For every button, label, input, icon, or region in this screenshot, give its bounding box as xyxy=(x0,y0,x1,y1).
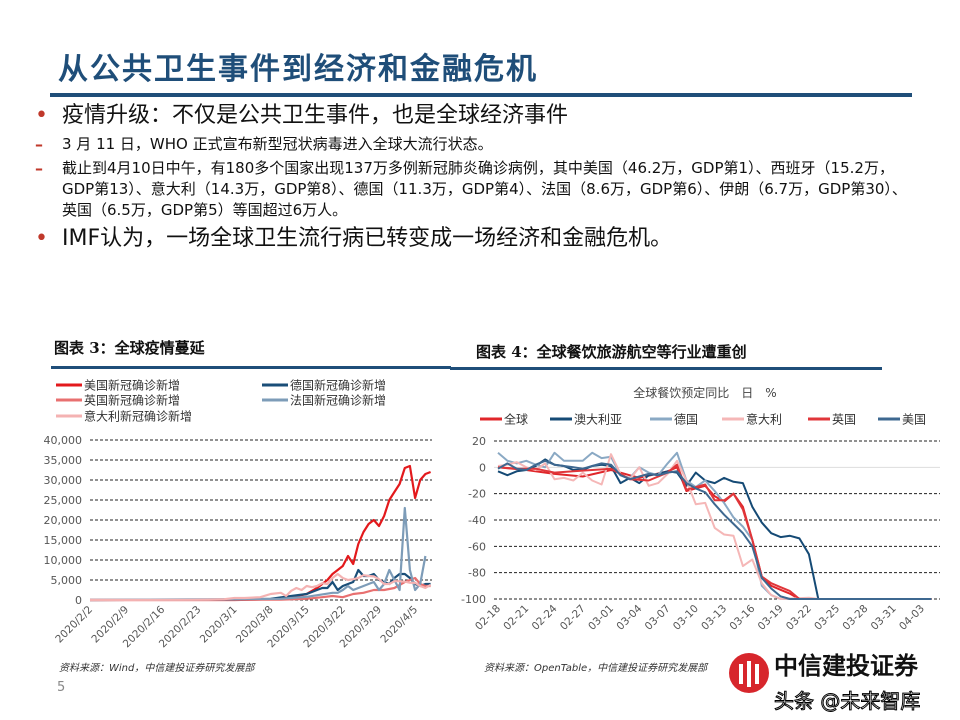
series-line xyxy=(497,463,932,600)
x-tick-label: 2020/2/2 xyxy=(53,604,95,646)
chart1-source: 资料来源：Wind，中信建投证券研究发展部 xyxy=(59,663,255,674)
chart2-divider xyxy=(450,367,882,370)
x-tick-label: 2020/3/1 xyxy=(198,604,240,646)
x-tick-label: 03-13 xyxy=(699,603,729,633)
x-tick-label: 04-03 xyxy=(897,603,927,633)
legend-label: 法国新冠确诊新增 xyxy=(290,393,386,408)
sub-item-row-2: – 截止到4月10日中午，有180多个国家出现137万多例新冠肺炎确诊病例，其中… xyxy=(35,158,920,221)
bullet-icon: • xyxy=(35,103,48,128)
legend-label: 全球 xyxy=(504,412,528,427)
logo-text: 中信建投证券 xyxy=(774,651,918,680)
x-tick-label: 2020/4/5 xyxy=(378,604,420,646)
x-tick-label: 03-25 xyxy=(812,603,842,633)
y-tick-label: -80 xyxy=(468,567,486,580)
series-line xyxy=(89,506,427,602)
y-tick-label: -20 xyxy=(468,488,486,501)
slide-title: 从公共卫生事件到经济和金融危机 xyxy=(58,52,538,87)
bullet-row-1: • 疫情升级：不仅是公共卫生事件，也是全球经济事件 xyxy=(35,101,920,131)
y-tick-label: 20,000 xyxy=(44,514,83,527)
chart1-divider xyxy=(51,366,451,369)
series-line xyxy=(497,466,932,600)
bullet-2: IMF认为，一场全球卫生流行病已转变成一场经济和金融危机。 xyxy=(62,226,673,251)
x-tick-label: 02-18 xyxy=(473,603,503,633)
y-tick-label: 25,000 xyxy=(44,494,83,507)
bullet-list: • 疫情升级：不仅是公共卫生事件，也是全球经济事件 – 3 月 11 日，WHO… xyxy=(35,101,920,254)
watermark: 头条 @未来智库 xyxy=(773,689,921,714)
sub-item-1: 3 月 11 日，WHO 正式宣布新型冠状病毒进入全球大流行状态。 xyxy=(62,135,493,153)
sub-item-row-1: – 3 月 11 日，WHO 正式宣布新型冠状病毒进入全球大流行状态。 xyxy=(35,134,920,155)
chart1-covid-cases: 0 5,000 10,000 15,000 20,000 25,000 30,000 35,0… xyxy=(44,378,432,650)
citic-logo-icon xyxy=(729,653,769,693)
y-tick-label: 0 xyxy=(75,594,82,607)
legend-label: 美国新冠确诊新增 xyxy=(84,378,180,393)
series-line xyxy=(89,576,431,602)
x-tick-label: 03-19 xyxy=(756,603,786,633)
y-tick-label: -60 xyxy=(468,540,486,553)
series-line xyxy=(89,568,431,602)
title-divider xyxy=(50,93,912,97)
series-line xyxy=(89,572,432,602)
legend-label: 意大利 xyxy=(746,412,782,427)
x-tick-label: 02-24 xyxy=(530,602,560,632)
y-tick-label: 35,000 xyxy=(44,454,83,467)
legend-label: 美国 xyxy=(902,413,926,427)
x-tick-label: 02-21 xyxy=(501,603,531,633)
series-line xyxy=(497,459,932,600)
legend-label: 德国 xyxy=(674,412,698,427)
dash-icon: – xyxy=(35,159,43,178)
chart2-caption: 图表 4：全球餐饮旅游航空等行业遭重创 xyxy=(476,343,747,361)
sub-item-2: 截止到4月10日中午，有180多个国家出现137万多例新冠肺炎确诊病例，其中美国… xyxy=(62,159,907,219)
chart2-source: 资料来源：OpenTable，中信建投证券研究发展部 xyxy=(484,663,708,674)
series-line xyxy=(497,458,932,600)
chart1-caption: 图表 3：全球疫情蔓延 xyxy=(54,339,205,357)
chart-title: 全球餐饮预定同比 日 % xyxy=(633,385,776,400)
x-tick-label: 03-31 xyxy=(869,603,899,633)
x-tick-label: 03-28 xyxy=(840,603,870,633)
x-tick-label: 02-27 xyxy=(558,603,588,633)
legend-label: 德国新冠确诊新增 xyxy=(290,378,386,393)
x-tick-label: 03-22 xyxy=(784,603,814,633)
legend-label: 英国 xyxy=(832,413,856,427)
x-tick-label: 03-10 xyxy=(671,603,701,633)
chart2-restaurant-bookings: 全球餐饮预定同比 日 %-100-80-60-40-2002002-1802-2… xyxy=(461,385,940,633)
y-tick-label: 30,000 xyxy=(44,474,83,487)
legend-label: 英国新冠确诊新增 xyxy=(84,393,180,408)
bullet-row-2: • IMF认为，一场全球卫生流行病已转变成一场经济和金融危机。 xyxy=(35,224,920,254)
x-tick-label: 03-04 xyxy=(614,602,644,632)
legend-label: 澳大利亚 xyxy=(574,413,622,427)
y-tick-label: 40,000 xyxy=(44,434,83,447)
page-number: 5 xyxy=(57,680,66,695)
y-tick-label: 0 xyxy=(479,461,486,474)
x-tick-label: 03-07 xyxy=(643,603,673,633)
y-tick-label: -40 xyxy=(468,514,486,527)
y-tick-label: 15,000 xyxy=(44,534,83,547)
y-tick-label: -100 xyxy=(461,593,486,606)
y-tick-label: 20 xyxy=(472,435,486,448)
bullet-1: 疫情升级：不仅是公共卫生事件，也是全球经济事件 xyxy=(62,103,569,128)
y-tick-label: 5,000 xyxy=(51,574,83,587)
dash-icon: – xyxy=(35,135,43,154)
y-tick-label: 10,000 xyxy=(44,554,83,567)
series-line xyxy=(497,453,932,600)
legend-label: 意大利新冠确诊新增 xyxy=(84,409,192,424)
x-tick-label: 03-01 xyxy=(586,603,616,633)
bullet-icon: • xyxy=(35,226,48,251)
x-tick-label: 03-16 xyxy=(727,602,757,632)
